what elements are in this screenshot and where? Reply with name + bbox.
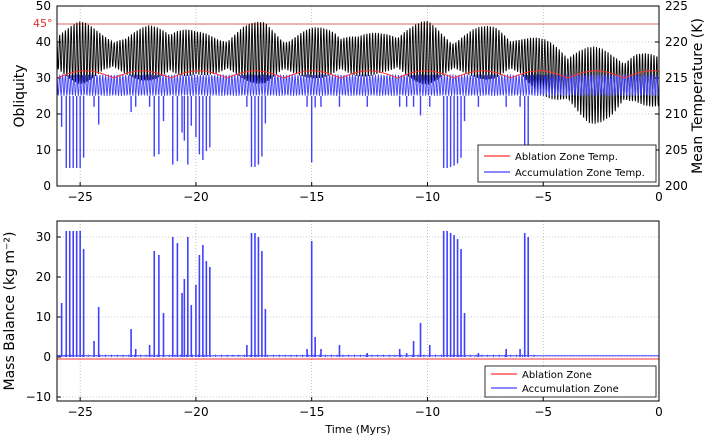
bottom-y-tick-label: 30 (36, 230, 51, 244)
bottom-x-tick-label: −15 (299, 405, 324, 419)
bottom-y-ticks: −10 0 10 20 30 (26, 230, 61, 404)
top-x-ticks: −25 −20 −15 −10 −5 0 (67, 182, 663, 204)
top-x-tick-label: −20 (183, 190, 208, 204)
top-y2-tick-label: 205 (665, 143, 688, 157)
bottom-x-tick-label: −20 (183, 405, 208, 419)
bottom-y-tick-label: 20 (36, 270, 51, 284)
bottom-y-tick-label: −10 (26, 390, 51, 404)
legend-label-accumulation-temp: Accumulation Zone Temp. (515, 168, 645, 179)
top-y2-tick-label: 210 (665, 107, 688, 121)
top-y-tick-label: 10 (36, 143, 51, 157)
top-x-tick-label: −5 (534, 190, 552, 204)
top-y-tick-label: 20 (36, 107, 51, 121)
top-y-tick-label: 0 (43, 179, 51, 193)
bottom-x-ticks: −25 −20 −15 −10 −5 0 (67, 397, 663, 419)
top-x-tick-label: −15 (299, 190, 324, 204)
top-y-axis-label: Obliquity (12, 64, 28, 127)
ablation-temp-line (57, 70, 659, 79)
accumulation-mass-balance-series (57, 231, 659, 357)
top-x-tick-label: −25 (67, 190, 92, 204)
ablation-temp-series (57, 70, 659, 79)
bottom-y-tick-label: 10 (36, 310, 51, 324)
top-y2-tick-label: 215 (665, 71, 688, 85)
bottom-x-tick-label: −25 (67, 405, 92, 419)
legend-label-ablation-temp: Ablation Zone Temp. (515, 152, 618, 163)
bottom-y-axis-label: Mass Balance (kg m⁻²) (2, 232, 18, 391)
top-y2-tick-label: 200 (665, 179, 688, 193)
bottom-plot-border (56, 220, 660, 402)
top-y2-tick-label: 225 (665, 0, 688, 13)
top-y2-ticks: 200 205 210 215 220 225 (655, 0, 688, 193)
top-y2-tick-label: 220 (665, 35, 688, 49)
bottom-legend-box (484, 365, 657, 398)
legend-label-ablation-zone: Ablation Zone (522, 370, 592, 381)
accumulation-temp-series (57, 74, 659, 168)
obliquity-line (57, 20, 659, 124)
bottom-x-axis-label: Time (Myrs) (324, 423, 390, 436)
obliquity-series (57, 20, 659, 124)
bottom-x-tick-label: 0 (655, 405, 663, 419)
bottom-x-tick-label: −10 (415, 405, 440, 419)
top-y-tick-label: 40 (36, 35, 51, 49)
top-x-tick-label: 0 (655, 190, 663, 204)
top-y-tick-label: 30 (36, 71, 51, 85)
bottom-x-tick-label: −5 (534, 405, 552, 419)
bottom-panel: −10 0 10 20 30 −25 −20 −15 −10 −5 0 Mass Balance … (2, 220, 663, 436)
top-y-tick-label: 50 (36, 0, 51, 13)
bottom-y-tick-label: 0 (43, 350, 51, 364)
top-plot-border (56, 5, 660, 187)
legend-label-accumulation-zone: Accumulation Zone (522, 384, 619, 395)
reference-label: 45° (33, 17, 53, 30)
top-legend-box (477, 144, 657, 183)
bottom-legend: Ablation Zone Accumulation Zone (484, 365, 657, 398)
top-y2-axis-label: Mean Temperature (K) (690, 18, 706, 174)
top-legend: Ablation Zone Temp. Accumulation Zone Te… (477, 144, 657, 183)
top-x-tick-label: −10 (415, 190, 440, 204)
top-panel: 0 10 20 30 40 50 200 205 210 215 220 225 −25 −20 −15… (12, 0, 706, 204)
accumulation-temp-line (57, 74, 659, 97)
